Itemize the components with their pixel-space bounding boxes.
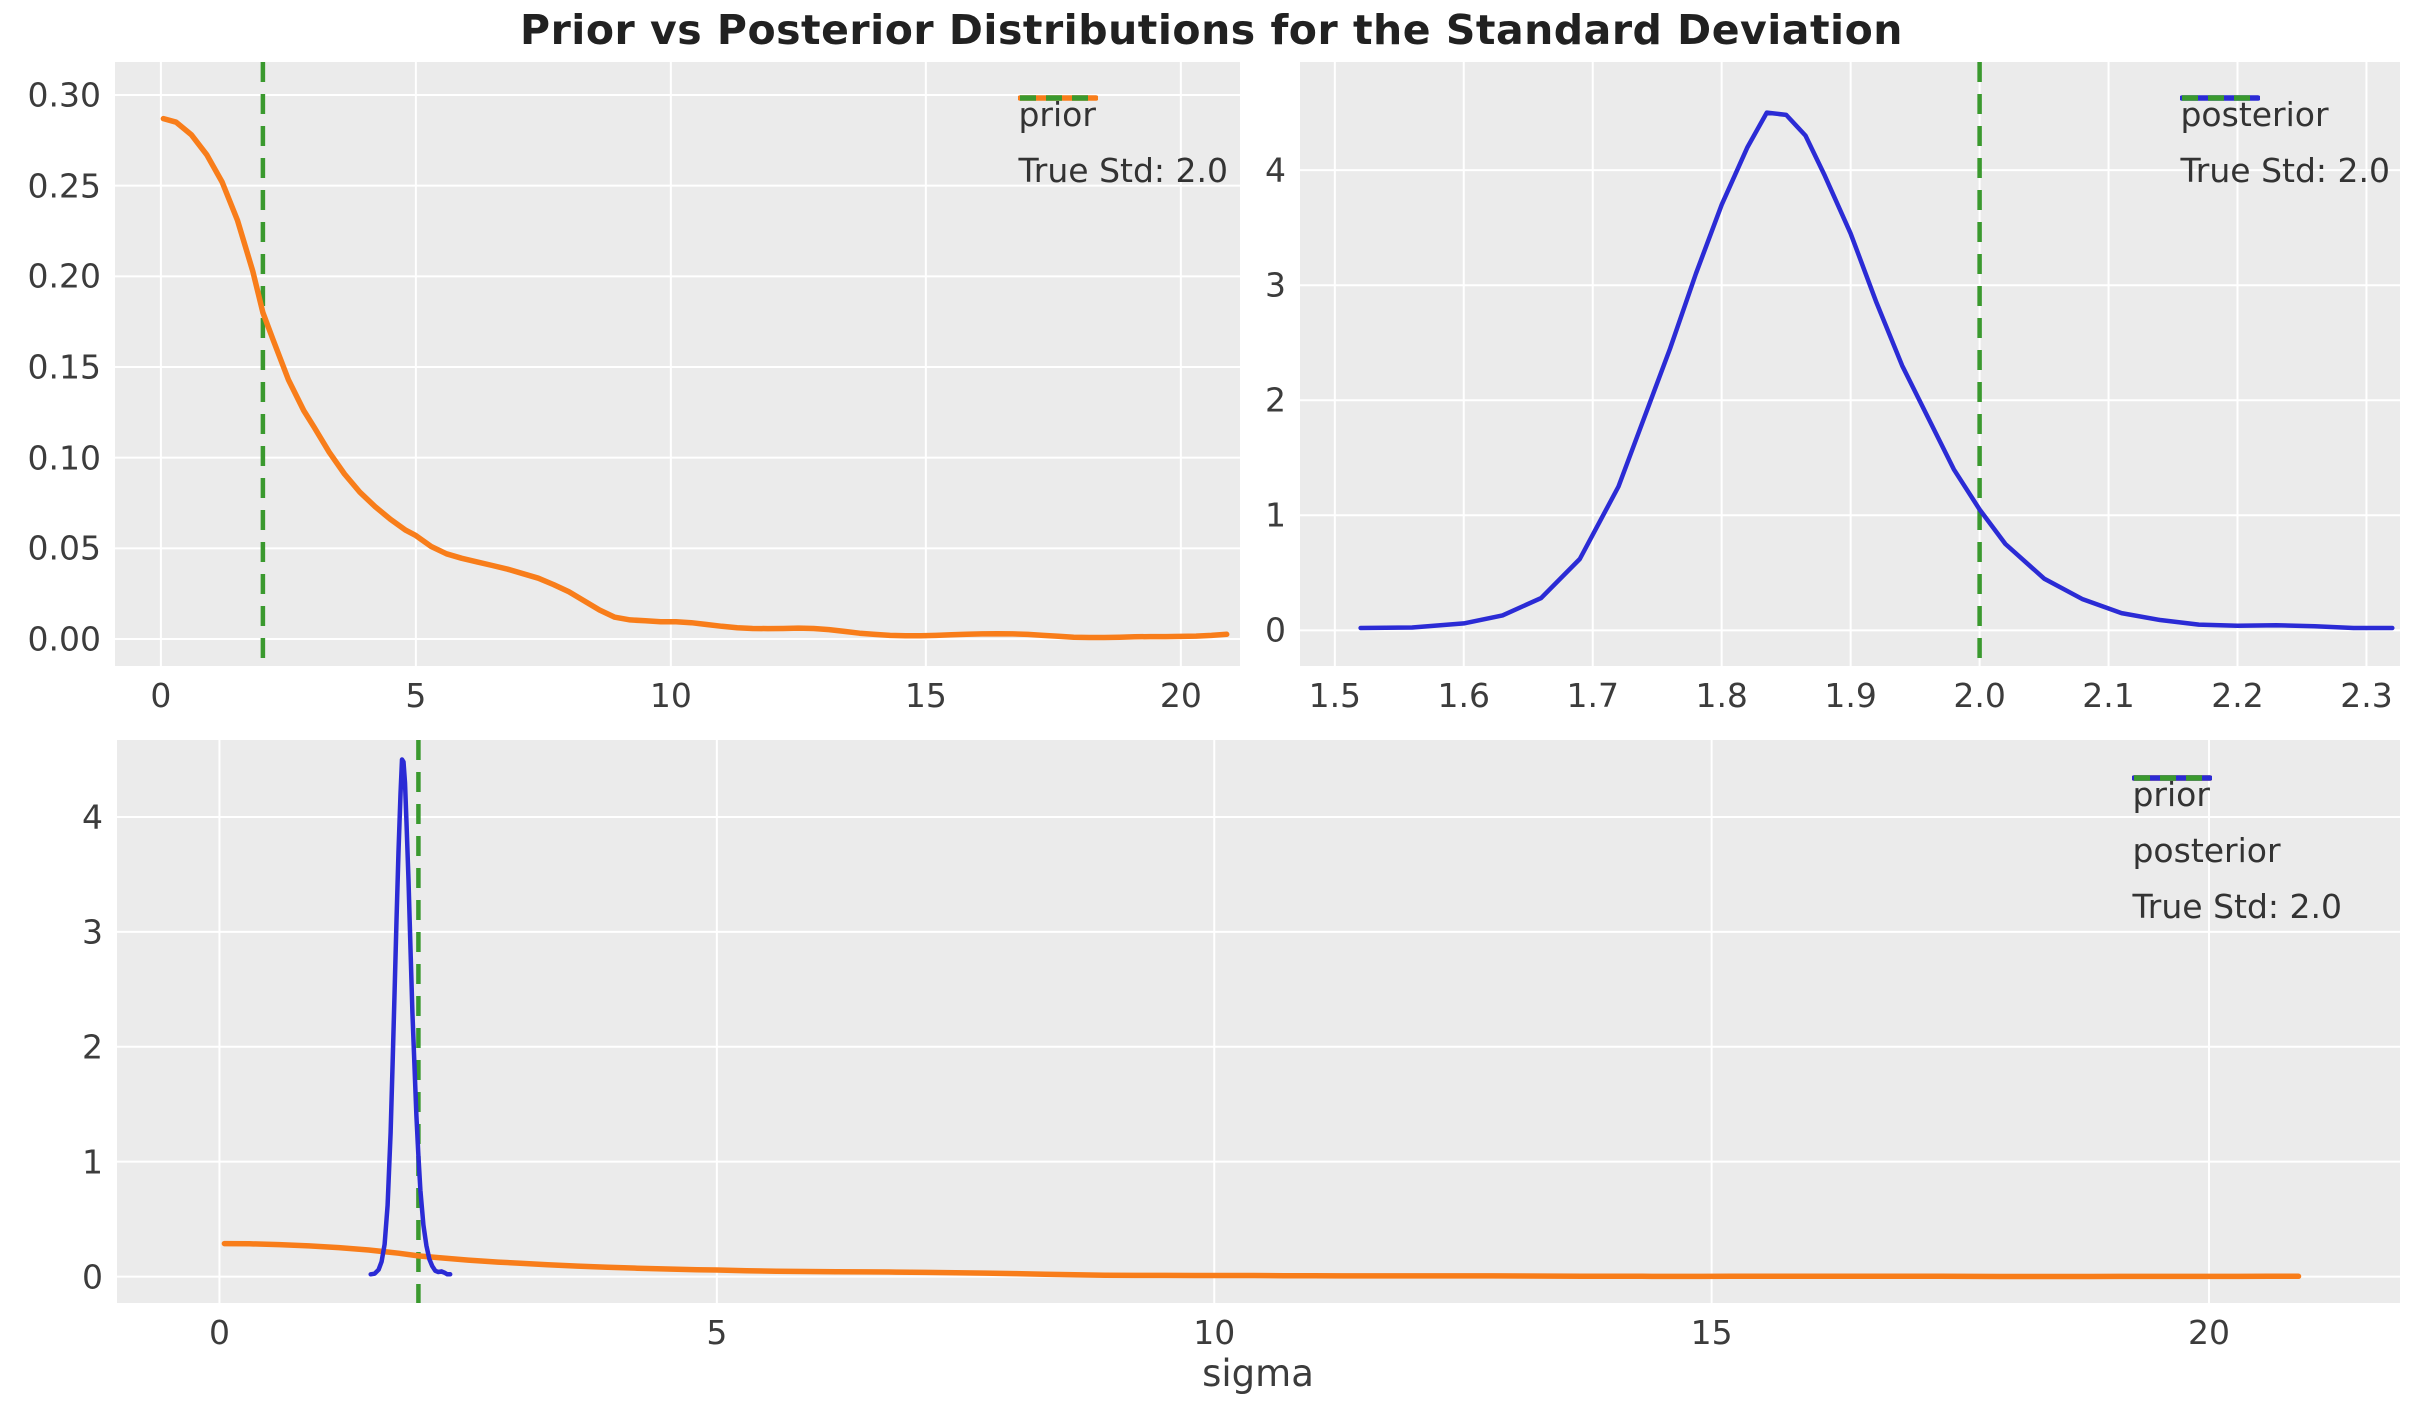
plot-canvas xyxy=(1300,62,2400,666)
curve-posterior xyxy=(1358,110,2395,631)
y-tick-label: 0.10 xyxy=(27,438,101,478)
x-axis-label-sigma: sigma xyxy=(1202,1352,1314,1395)
x-tick-label: 2.0 xyxy=(1953,676,2006,715)
figure-title: Prior vs Posterior Distributions for the… xyxy=(520,6,1903,54)
legend-dashed-line-sample xyxy=(1020,95,1097,101)
x-tick-label: 2.1 xyxy=(2082,676,2135,715)
legend-label: True Std: 2.0 xyxy=(2132,886,2342,926)
y-tick-label: 1 xyxy=(1265,495,1286,535)
y-tick-label: 0.15 xyxy=(27,347,101,387)
legend-label: True Std: 2.0 xyxy=(2180,150,2390,190)
y-tick-label: 0.00 xyxy=(27,619,101,659)
posterior-axes: 1.5 1.6 1.7 1.8 1.9 2.0 2.1 2.2 2.3 0 1 2 3 4 posterio… xyxy=(1265,62,2400,715)
legend-label: prior xyxy=(1018,94,1096,134)
prior-axes: 0 5 10 15 20 0.00 0.05 0.10 0.15 0.20 0.25 0.30 prio… xyxy=(28,62,1240,715)
x-tick-label: 0 xyxy=(150,676,172,715)
legend-dashed-line-sample xyxy=(2134,775,2211,781)
x-tick-label: 5 xyxy=(405,676,427,715)
y-tick-label: 0.20 xyxy=(27,256,101,296)
x-tick-label: 0 xyxy=(208,1313,230,1352)
y-tick-label: 3 xyxy=(82,912,103,952)
y-tick-label: 1 xyxy=(82,1142,103,1182)
combined-axes: 0 5 10 15 20 0 1 2 3 4 prior posterior True Std: 2.0 xyxy=(82,740,2400,1352)
legend: prior posterior True Std: 2.0 xyxy=(2132,772,2342,928)
x-tick-label: 2.2 xyxy=(2211,676,2264,715)
x-tick-label: 15 xyxy=(904,676,947,715)
x-tick-label: 15 xyxy=(1690,1313,1733,1352)
y-tick-label: 0 xyxy=(82,1257,103,1297)
x-tick-label: 1.9 xyxy=(1824,676,1877,715)
x-tick-label: 10 xyxy=(649,676,692,715)
legend-label: True Std: 2.0 xyxy=(1018,150,1228,190)
y-tick-label: 0.25 xyxy=(27,166,101,206)
y-tick-label: 4 xyxy=(82,797,103,837)
x-tick-label: 1.5 xyxy=(1308,676,1362,715)
x-tick-label: 2.3 xyxy=(2340,676,2393,715)
y-tick-label: 2 xyxy=(1265,380,1286,420)
x-tick-label: 20 xyxy=(1159,676,1202,715)
plot-canvas xyxy=(117,740,2400,1303)
plot-canvas xyxy=(115,62,1240,666)
y-tick-label: 0.05 xyxy=(27,528,101,568)
legend-label: posterior xyxy=(2180,94,2329,134)
y-tick-label: 2 xyxy=(82,1027,103,1067)
curve-posterior xyxy=(368,757,453,1277)
legend-label: prior xyxy=(2132,774,2210,814)
y-tick-label: 0.30 xyxy=(27,75,101,115)
y-tick-label: 4 xyxy=(1265,150,1286,190)
legend-dashed-line-sample xyxy=(2182,95,2259,101)
legend-item: True Std: 2.0 xyxy=(2132,775,2342,928)
y-tick-label: 0 xyxy=(1265,610,1286,650)
x-tick-label: 10 xyxy=(1193,1313,1236,1352)
legend-item: posterior xyxy=(2180,92,2390,136)
curve-prior xyxy=(221,1240,2302,1280)
x-tick-label: 1.8 xyxy=(1695,676,1748,715)
legend-item: True Std: 2.0 xyxy=(1018,95,1228,192)
legend: posterior True Std: 2.0 xyxy=(2180,92,2390,192)
legend-label: posterior xyxy=(2132,830,2281,870)
x-tick-label: 5 xyxy=(706,1313,728,1352)
legend: prior True Std: 2.0 xyxy=(1018,92,1228,192)
legend-item: posterior xyxy=(2132,775,2342,872)
y-tick-label: 3 xyxy=(1265,265,1286,305)
x-tick-label: 1.7 xyxy=(1566,676,1619,715)
x-tick-label: 20 xyxy=(2188,1313,2230,1352)
x-tick-label: 1.6 xyxy=(1437,676,1491,715)
curve-prior xyxy=(160,115,1230,641)
legend-item: True Std: 2.0 xyxy=(2180,95,2390,192)
